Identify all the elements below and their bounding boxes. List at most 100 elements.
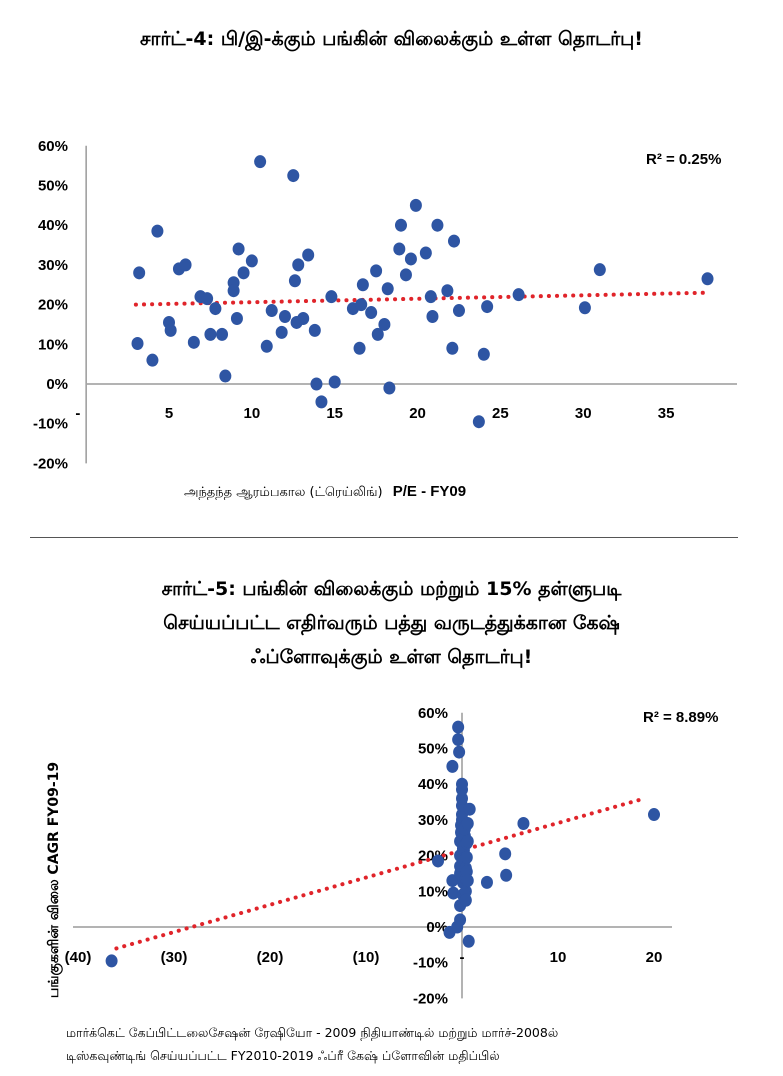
y-tick-label: 30% [38, 257, 68, 274]
data-point [394, 218, 407, 232]
data-point [461, 834, 474, 848]
data-point [459, 893, 472, 907]
chart-4-tick-labels: 60% 50% 40% 30% 20% 10% 0% -10% -20% - 5 10 15 20 25 30… [33, 138, 674, 473]
chart-5-title-line-3: ஃப்ளோவுக்கும் உள்ள தொடர்பு! [250, 646, 533, 668]
data-point [381, 282, 394, 296]
data-point [460, 850, 473, 864]
data-point [383, 381, 396, 395]
data-point [315, 395, 328, 409]
data-point [463, 802, 476, 816]
data-point [353, 341, 366, 355]
data-point [701, 272, 714, 286]
y-tick-label: 50% [38, 178, 68, 195]
data-point [499, 847, 512, 861]
x-tick-label: 20 [646, 949, 663, 966]
data-point [230, 311, 243, 325]
data-point [424, 290, 437, 304]
y-tick-label: 60% [38, 138, 68, 155]
data-point [287, 169, 300, 183]
data-point [356, 278, 369, 292]
y-tick-label: 40% [418, 776, 448, 793]
data-point [512, 288, 525, 302]
data-point [453, 745, 466, 759]
data-point [292, 258, 305, 272]
data-point [456, 777, 468, 791]
data-point [179, 258, 192, 272]
chart-5-x-axis-label-line-2: டிஸ்கவுண்டிங் செய்யப்பட்ட FY2010-2019 ஃப… [66, 1048, 500, 1063]
section-divider [30, 537, 738, 538]
y-tick-label: 20% [38, 297, 68, 314]
chart-4-scatter: 60% 50% 40% 30% 20% 10% 0% -10% -20% - 5 10 15 20 25 30… [33, 138, 737, 500]
data-point [204, 327, 217, 341]
data-point [371, 327, 384, 341]
x-tick-label: (10) [353, 949, 380, 966]
chart-5-trendline [114, 796, 647, 951]
y-tick-label: -10% [33, 416, 68, 433]
data-point [260, 339, 273, 353]
data-point [461, 874, 474, 888]
data-point [404, 252, 417, 266]
x-tick-label: 35 [658, 405, 675, 422]
data-point [462, 934, 475, 948]
data-point [648, 808, 660, 822]
chart-4-x-axis-label-suffix: P/E - FY09 [393, 483, 466, 500]
data-point [288, 274, 301, 288]
chart-4-trendline [133, 290, 710, 307]
data-point [452, 720, 465, 734]
data-point [201, 292, 214, 306]
data-point [365, 306, 378, 320]
data-point [151, 224, 164, 238]
data-point [297, 311, 310, 325]
chart-5-title-line-1: சார்ட்-5: பங்கின் விலைக்கும் மற்றும் 15%… [161, 578, 622, 600]
data-point [278, 310, 291, 324]
data-point [432, 854, 444, 868]
data-point [456, 791, 468, 805]
data-point [426, 310, 439, 324]
data-point [310, 377, 323, 391]
chart-5-r-squared: R² = 8.89% [643, 709, 718, 726]
data-point [146, 353, 159, 367]
data-point [308, 323, 321, 337]
data-point [593, 263, 606, 277]
data-point [393, 242, 406, 256]
trendline [114, 796, 647, 951]
x-tick-label: (20) [257, 949, 284, 966]
x-tick-label: (30) [161, 949, 188, 966]
data-point [472, 415, 485, 429]
data-point [409, 198, 422, 212]
x-tick-label: (40) [65, 949, 92, 966]
x-tick-label: 30 [575, 405, 592, 422]
data-point [328, 375, 341, 389]
data-point [355, 298, 368, 312]
data-point [419, 246, 432, 260]
y-tick-label: 0% [46, 376, 68, 393]
y-tick-label: 10% [418, 883, 448, 900]
data-point [441, 284, 454, 298]
data-point [209, 302, 222, 316]
chart-4-title: சார்ட்-4: பி/இ-க்கும் பங்கின் விலைக்கும்… [140, 28, 643, 50]
data-point [302, 248, 315, 262]
data-point [378, 317, 391, 331]
data-point [237, 266, 250, 280]
data-point [370, 264, 383, 278]
data-point [477, 347, 490, 361]
data-point [446, 341, 459, 355]
data-point [481, 300, 494, 314]
data-point [325, 290, 338, 304]
data-point [500, 868, 513, 882]
chart-4-points [131, 155, 714, 429]
data-point [452, 733, 465, 747]
x-tick-label: 10 [550, 949, 567, 966]
chart-5-x-axis-label-line-1: மார்க்கெட் கேப்பிட்டலைசேஷன் ரேஷியோ - 200… [66, 1025, 559, 1041]
x-tick-label: 15 [326, 405, 343, 422]
x-tick-label: - [75, 405, 80, 422]
data-point [480, 875, 493, 889]
y-tick-label: 10% [38, 336, 68, 353]
x-tick-label: 25 [492, 405, 509, 422]
data-point [447, 886, 460, 900]
chart-5-title-line-2: செய்யப்பட்ட எதிர்வரும் பத்து வருடத்துக்க… [163, 612, 620, 634]
chart-4-r-squared: R² = 0.25% [646, 151, 721, 168]
data-point [105, 954, 118, 968]
data-point [461, 816, 474, 830]
